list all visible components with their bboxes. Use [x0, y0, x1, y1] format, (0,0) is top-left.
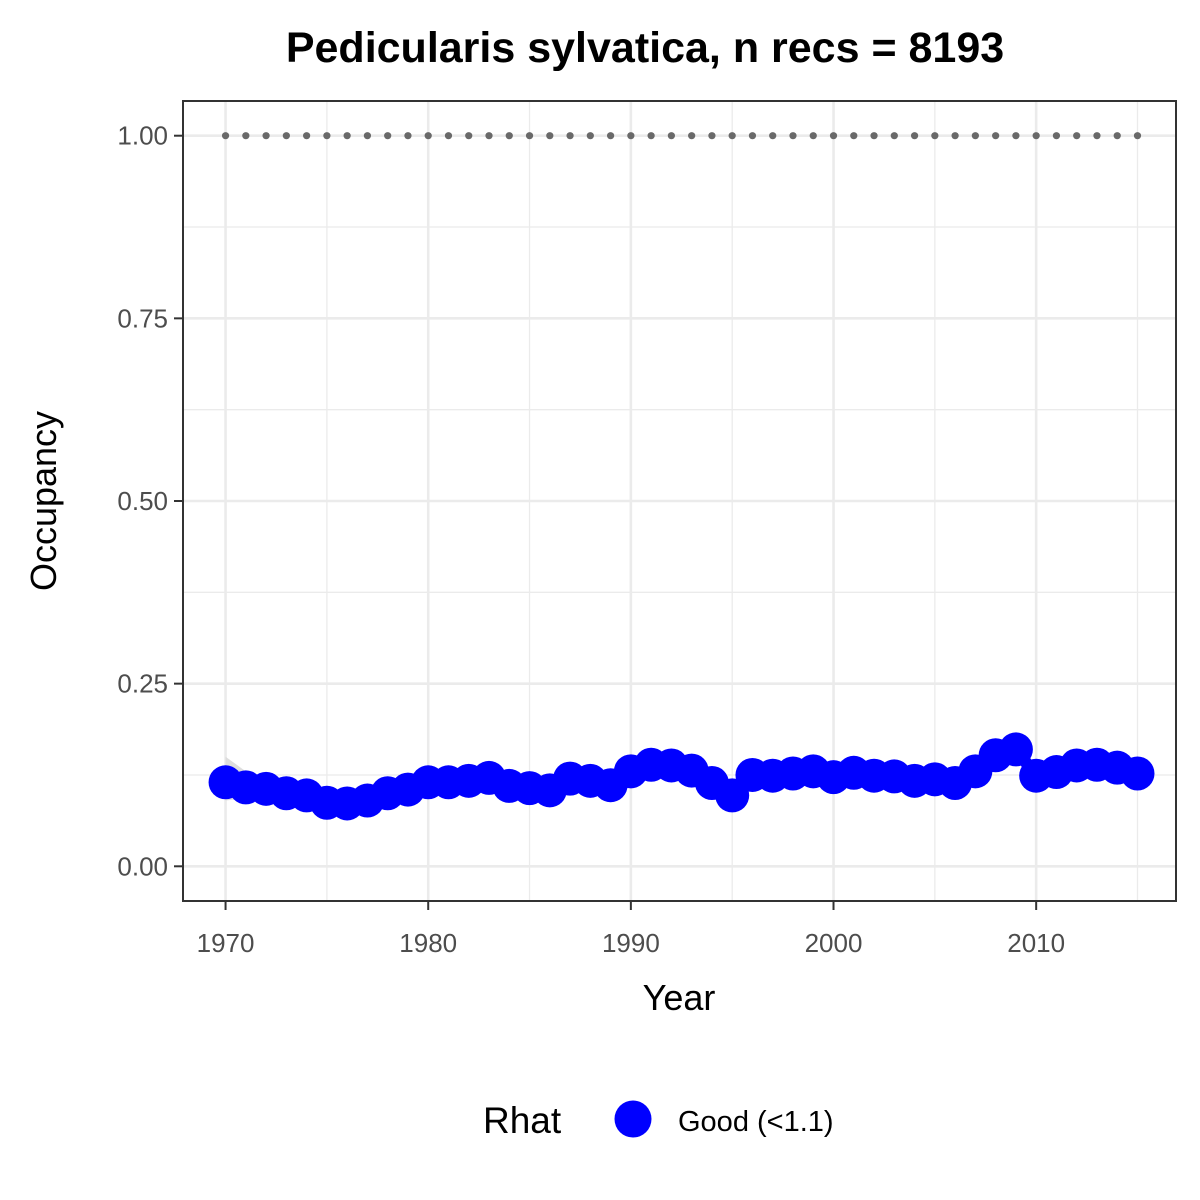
dotted-line-dot — [870, 132, 878, 140]
dotted-line-dot — [242, 132, 250, 140]
x-axis-title: Year — [643, 977, 716, 1018]
occupancy-point — [998, 732, 1033, 767]
dotted-line-dot — [465, 132, 473, 140]
y-tick-label: 0.25 — [117, 669, 168, 699]
dotted-line-dot — [282, 132, 290, 140]
dotted-line-dot — [809, 132, 817, 140]
dotted-line-dot — [748, 132, 757, 140]
dotted-line-dot — [323, 132, 331, 140]
dotted-line-dot — [951, 132, 959, 140]
y-axis: 0.00 0.25 0.50 0.75 1.00 — [117, 121, 183, 881]
dotted-line-dot — [1133, 132, 1142, 140]
dotted-line-dot — [647, 132, 655, 140]
dotted-line-dot — [262, 132, 270, 140]
dotted-line-dot — [343, 132, 351, 140]
dotted-line-dot — [931, 132, 939, 140]
dotted-line-dot — [789, 132, 797, 140]
dotted-line-dot — [688, 132, 696, 140]
y-tick-label: 0.00 — [117, 851, 168, 881]
x-tick-label: 2010 — [1007, 928, 1065, 958]
dotted-line-dot — [890, 132, 898, 140]
x-tick-label: 1980 — [399, 928, 457, 958]
dotted-line-dot — [850, 132, 858, 140]
dotted-line-dot — [221, 132, 230, 140]
legend: Rhat Good (<1.1) — [483, 1100, 834, 1141]
dotted-line-dot — [971, 132, 979, 140]
dotted-line-dot — [384, 132, 392, 140]
dotted-line-dot — [708, 132, 716, 140]
dotted-line-dot — [992, 132, 1000, 140]
dotted-line-dot — [1012, 132, 1020, 140]
occupancy-series — [208, 732, 1155, 821]
x-axis: 1970 1980 1990 2000 2010 — [197, 901, 1065, 958]
series-layer — [208, 132, 1155, 821]
dotted-line-dot — [1032, 132, 1040, 140]
dotted-line-dot — [606, 132, 615, 140]
legend-key-good — [614, 1100, 652, 1138]
dotted-line-dot — [363, 132, 372, 140]
dotted-line-dot — [1073, 132, 1081, 140]
dotted-line-dot — [303, 132, 311, 140]
dotted-line-dot — [404, 132, 412, 140]
dotted-line-dot — [546, 132, 554, 140]
dotted-line-dot — [728, 132, 736, 140]
dotted-line-dot — [667, 132, 675, 140]
dotted-line-dot — [1113, 132, 1121, 140]
dotted-line-dot — [566, 132, 574, 140]
legend-label-good: Good (<1.1) — [678, 1106, 834, 1138]
legend-title: Rhat — [483, 1100, 562, 1141]
dotted-line-dot — [1052, 132, 1061, 140]
occupancy-point — [1120, 756, 1155, 791]
dotted-line-dot — [910, 132, 919, 140]
dotted-line-dot — [627, 132, 635, 140]
dotted-line-dot — [586, 132, 594, 140]
dotted-line-dot — [769, 132, 777, 140]
dotted-line-dot — [424, 132, 432, 140]
dotted-series — [221, 132, 1142, 140]
dotted-line-dot — [525, 132, 534, 140]
dotted-line-dot — [829, 132, 838, 140]
x-tick-label: 1970 — [197, 928, 255, 958]
y-tick-label: 1.00 — [117, 121, 168, 151]
dotted-line-dot — [444, 132, 453, 140]
chart-title: Pedicularis sylvatica, n recs = 8193 — [286, 24, 1004, 72]
x-tick-label: 1990 — [602, 928, 660, 958]
dotted-line-dot — [1093, 132, 1101, 140]
y-tick-label: 0.75 — [117, 303, 168, 333]
dotted-line-dot — [505, 132, 513, 140]
x-tick-label: 2000 — [805, 928, 863, 958]
y-tick-label: 0.50 — [117, 486, 168, 516]
y-axis-title: Occupancy — [23, 411, 64, 591]
dotted-line-dot — [485, 132, 493, 140]
